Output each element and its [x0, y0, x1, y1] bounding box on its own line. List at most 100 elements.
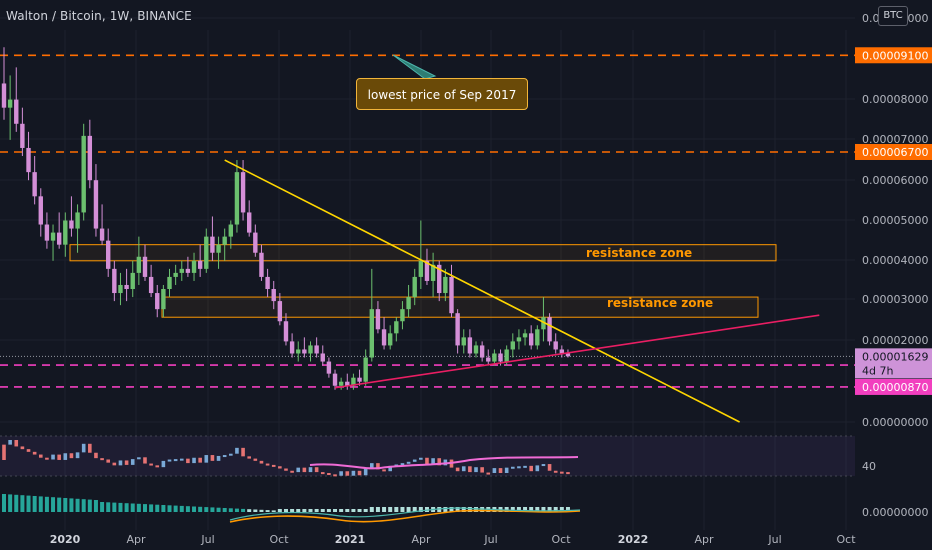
macd-bar-88 — [541, 507, 546, 512]
candle-body-37 — [228, 224, 234, 237]
candle-2 — [14, 67, 19, 132]
macd-bar-32 — [198, 506, 203, 512]
candle-70 — [430, 252, 436, 298]
macd-bar-3 — [20, 495, 25, 512]
candle-body-32 — [197, 260, 203, 269]
candle-body-15 — [93, 180, 99, 229]
rsi-mark-13 — [81, 443, 86, 453]
candle-body-39 — [240, 172, 246, 213]
rsi-axis-label: 40 — [862, 460, 876, 473]
candle-body-9 — [56, 232, 62, 245]
candle-77 — [473, 341, 479, 358]
macd-line — [229, 507, 581, 521]
candle-body-36 — [222, 236, 227, 245]
rsi-mark-11 — [69, 453, 74, 459]
candle-body-64 — [394, 321, 399, 334]
candle-54 — [332, 369, 338, 390]
macd-bar-55 — [339, 509, 344, 512]
candle-35 — [216, 236, 221, 269]
callout-lowest-price: lowest price of Sep 2017 — [356, 78, 528, 110]
macd-bar-25 — [155, 504, 160, 512]
rsi-mark-87 — [535, 465, 540, 472]
candle-body-21 — [130, 272, 135, 290]
macd-bar-38 — [234, 508, 239, 512]
rsi-mark-12 — [75, 452, 80, 459]
candle-27 — [167, 268, 172, 298]
rsi-mark-46 — [284, 468, 288, 471]
macd-bar-58 — [357, 509, 362, 512]
candle-body-20 — [124, 284, 129, 290]
macd-bar-54 — [333, 509, 338, 512]
candle-0 — [1, 47, 7, 120]
candle-body-38 — [234, 172, 240, 225]
macd-bar-48 — [296, 509, 301, 512]
candle-18 — [112, 260, 117, 302]
x-tick-7: Oct — [551, 533, 571, 546]
candle-37 — [228, 220, 234, 249]
candle-53 — [326, 357, 332, 378]
candle-14 — [87, 119, 93, 189]
macd-bar-23 — [142, 504, 147, 512]
currency-button[interactable]: BTC — [878, 6, 908, 26]
candle-50 — [308, 341, 313, 362]
macd-bar-11 — [69, 498, 74, 512]
candle-42 — [259, 244, 264, 281]
rsi-mark-77 — [474, 467, 478, 473]
macd-bar-74 — [455, 507, 460, 512]
candle-87 — [535, 325, 540, 350]
level-label-3: 0.00000870 — [862, 381, 928, 394]
candle-47 — [289, 333, 295, 358]
rsi-mark-82 — [504, 467, 509, 473]
candle-body-86 — [528, 333, 534, 346]
rsi-mark-32 — [198, 457, 202, 463]
candle-44 — [271, 280, 276, 310]
candle-body-0 — [1, 83, 7, 108]
macd-bar-42 — [259, 509, 264, 512]
candle-body-34 — [210, 236, 215, 253]
candle-body-28 — [173, 272, 178, 277]
y-tick-4: 0.00005000 — [862, 214, 928, 227]
rsi-mark-52 — [320, 472, 325, 475]
candle-body-19 — [118, 284, 123, 294]
rsi-mark-17 — [106, 459, 111, 463]
macd-bar-41 — [253, 509, 258, 512]
rsi-mark-19 — [118, 460, 123, 466]
candle-body-65 — [400, 309, 405, 322]
macd-bar-7 — [44, 496, 49, 512]
candle-65 — [400, 301, 405, 330]
candle-6 — [38, 188, 43, 237]
candle-body-41 — [253, 232, 258, 253]
macd-bar-60 — [369, 507, 374, 512]
candle-body-72 — [443, 276, 448, 294]
macd-bar-8 — [51, 497, 56, 512]
candle-body-11 — [69, 220, 74, 229]
macd-bar-39 — [241, 508, 246, 512]
macd-bar-31 — [192, 506, 197, 512]
rsi-mark-92 — [566, 472, 570, 475]
macd-bar-28 — [173, 505, 178, 512]
candle-61 — [375, 301, 381, 334]
candle-body-92 — [565, 353, 571, 357]
rsi-mark-70 — [431, 458, 435, 464]
candle-body-63 — [387, 333, 393, 346]
candle-9 — [56, 212, 62, 249]
candle-62 — [381, 317, 387, 350]
rsi-mark-53 — [327, 473, 331, 475]
time-axis: 2020 Apr Jul Oct 2021 Apr Jul Oct 2022 Apr Jul Oct — [50, 533, 857, 546]
candle-16 — [99, 204, 105, 245]
rsi-mark-55 — [339, 471, 343, 476]
candle-body-66 — [406, 297, 411, 310]
x-tick-1: Apr — [126, 533, 146, 546]
last-price-countdown: 4d 7h — [862, 364, 893, 377]
candle-body-16 — [99, 228, 105, 241]
candle-26 — [161, 284, 166, 318]
rsi-mark-3 — [20, 446, 25, 450]
callout-pointer — [392, 54, 437, 80]
rsi-mark-68 — [419, 457, 423, 460]
candle-33 — [204, 228, 209, 273]
macd-bar-56 — [345, 509, 350, 512]
candle-36 — [222, 228, 227, 261]
candle-49 — [302, 337, 307, 358]
candle-66 — [406, 284, 411, 318]
